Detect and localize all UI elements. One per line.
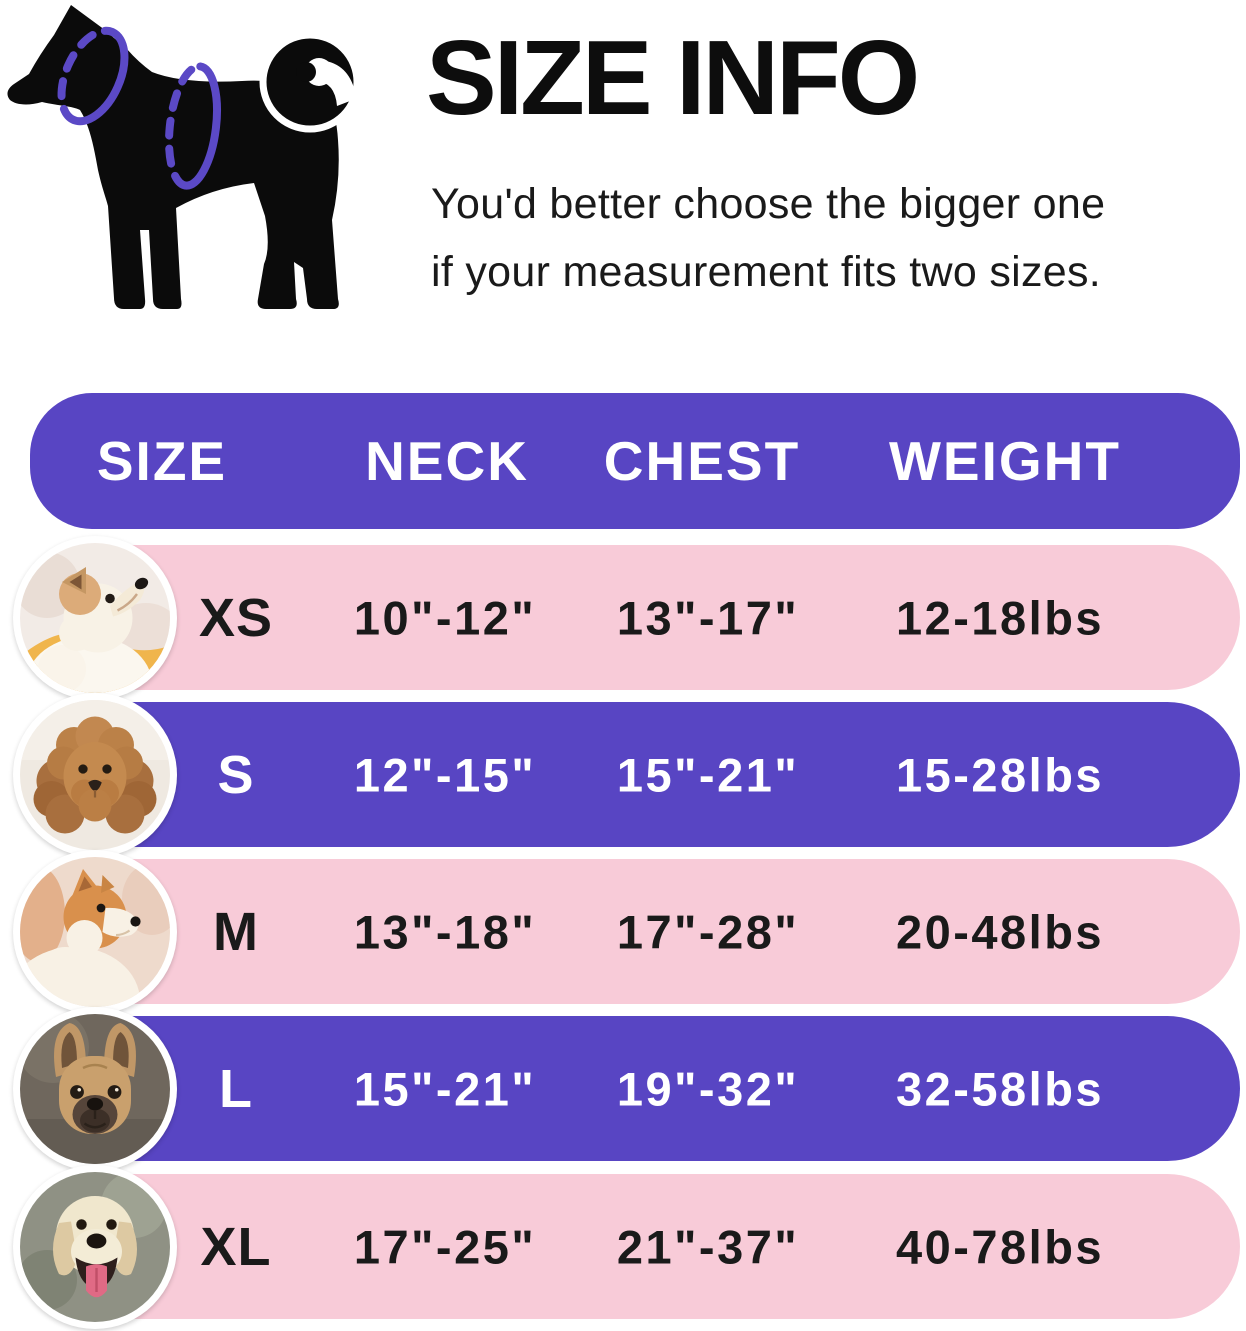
neck-value: 12"-15" — [353, 748, 537, 801]
neck-measure-ring-icon — [57, 26, 129, 126]
chest-value: 17"-28" — [616, 905, 800, 958]
table-row-s: S 12"-15" 15"-21" 15-28lbs — [0, 692, 1246, 857]
size-value: XL — [200, 1216, 272, 1277]
labrador-photo — [13, 1164, 177, 1329]
table-row-m: M 13"-18" 17"-28" 20-48lbs — [0, 849, 1246, 1014]
table-row-xs: XS 10"-12" 13"-17" 12-18lbs — [0, 535, 1246, 700]
shiba-inu-photo — [13, 849, 177, 1014]
row-pill: XS 10"-12" 13"-17" 12-18lbs — [62, 545, 1240, 690]
column-header-neck: NECK — [365, 430, 529, 492]
chest-value: 13"-17" — [616, 591, 800, 644]
neck-value: 15"-21" — [353, 1062, 537, 1115]
weight-value: 32-58lbs — [895, 1062, 1105, 1115]
size-value: L — [219, 1058, 253, 1119]
neck-value: 17"-25" — [353, 1220, 537, 1273]
dog-tail-curl — [259, 31, 361, 133]
subtitle-line-2: if your measurement fits two sizes. — [431, 248, 1102, 296]
column-header-weight: WEIGHT — [889, 430, 1121, 492]
toy-poodle-photo — [13, 692, 177, 857]
subtitle-line-1: You'd better choose the bigger one — [431, 180, 1106, 228]
size-value: M — [213, 901, 259, 962]
weight-value: 20-48lbs — [895, 905, 1105, 958]
page-title: SIZE INFO — [426, 19, 920, 137]
row-pill: S 12"-15" 15"-21" 15-28lbs — [62, 702, 1240, 847]
column-header-chest: CHEST — [603, 430, 801, 492]
french-bulldog-photo — [13, 1006, 177, 1171]
row-pill: XL 17"-25" 21"-37" 40-78lbs — [62, 1174, 1240, 1319]
row-pill: L 15"-21" 19"-32" 32-58lbs — [62, 1016, 1240, 1161]
pomeranian-photo — [13, 535, 177, 700]
neck-value: 13"-18" — [353, 905, 537, 958]
chest-value: 19"-32" — [616, 1062, 800, 1115]
weight-value: 15-28lbs — [895, 748, 1105, 801]
column-header-size: SIZE — [96, 430, 228, 492]
row-pill: M 13"-18" 17"-28" 20-48lbs — [62, 859, 1240, 1004]
chest-measure-ring-icon — [165, 62, 221, 190]
size-table-header: SIZE NECK CHEST WEIGHT — [30, 393, 1240, 529]
weight-value: 12-18lbs — [895, 591, 1105, 644]
size-value: XS — [198, 587, 274, 648]
chest-value: 21"-37" — [616, 1220, 800, 1273]
neck-value: 10"-12" — [353, 591, 537, 644]
table-row-xl: XL 17"-25" 21"-37" 40-78lbs — [0, 1164, 1246, 1329]
dog-measurement-diagram-icon — [7, 5, 361, 309]
page-subtitle: You'd better choose the bigger one if yo… — [431, 170, 1105, 306]
weight-value: 40-78lbs — [895, 1220, 1105, 1273]
table-row-l: L 15"-21" 19"-32" 32-58lbs — [0, 1006, 1246, 1171]
size-value: S — [217, 744, 255, 805]
chest-value: 15"-21" — [616, 748, 800, 801]
